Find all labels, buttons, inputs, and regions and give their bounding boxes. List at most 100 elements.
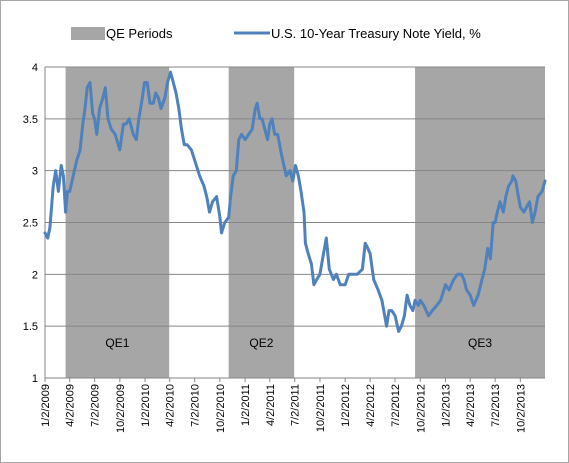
series-point	[251, 128, 254, 131]
series-point	[273, 133, 276, 136]
series-point	[220, 231, 223, 235]
series-point	[81, 122, 85, 126]
series-point	[419, 299, 422, 302]
series-point	[205, 195, 208, 198]
y-tick-label-4: 4	[32, 62, 38, 74]
series-point	[75, 159, 78, 162]
series-point	[498, 200, 502, 203]
x-tick-label-7-2-2009: 7/2/2009	[90, 384, 102, 427]
series-point	[536, 195, 540, 198]
series-point	[46, 236, 49, 240]
series-point	[380, 299, 384, 302]
series-point	[427, 314, 430, 317]
series-point	[88, 81, 92, 84]
series-point	[180, 128, 183, 131]
series-point	[247, 133, 250, 136]
series-point	[229, 195, 232, 198]
series-point	[439, 299, 442, 302]
series-point	[143, 81, 146, 84]
series-point	[232, 174, 235, 178]
y-tick-label-1-5: 1.5	[23, 321, 38, 333]
series-point	[387, 309, 391, 312]
series-point	[186, 143, 189, 146]
series-point	[318, 273, 322, 276]
series-point	[322, 252, 325, 255]
series-point	[496, 210, 499, 214]
x-tick-label-7-2-2011: 7/2/2011	[290, 384, 302, 426]
series-point	[235, 169, 238, 172]
series-point	[462, 278, 466, 281]
series-point	[368, 252, 372, 255]
series-point	[403, 314, 406, 317]
series-point	[64, 210, 67, 214]
x-tick-label-4-2-2010: 4/2/2010	[165, 384, 177, 427]
series-point	[68, 190, 71, 193]
series-point	[48, 226, 52, 229]
x-tick-label-10-2-2013: 10/2/2013	[515, 384, 527, 433]
series-point	[376, 288, 380, 292]
series-point	[493, 221, 497, 224]
series-point	[476, 293, 480, 297]
series-point	[489, 257, 492, 260]
series-point	[148, 102, 152, 105]
y-tick-label-1: 1	[32, 373, 38, 385]
qe-label-qe2: QE2	[249, 336, 273, 350]
y-tick-label-3: 3	[32, 166, 38, 178]
series-point	[491, 221, 495, 224]
series-point	[72, 174, 75, 178]
series-point	[66, 190, 69, 193]
x-tick-label-4-2-2009: 4/2/2009	[65, 384, 77, 427]
series-point	[411, 309, 415, 312]
x-tick-label-1-2-2010: 1/2/2010	[140, 384, 152, 427]
series-point	[106, 117, 110, 121]
series-point	[258, 117, 262, 121]
series-point	[468, 293, 472, 297]
series-point	[525, 205, 528, 209]
series-point	[366, 247, 370, 250]
series-point	[347, 273, 350, 276]
series-point	[285, 174, 288, 178]
series-point	[260, 117, 264, 121]
series-point	[98, 107, 101, 110]
series-point	[101, 96, 105, 100]
series-point	[356, 273, 359, 276]
series-point	[198, 174, 201, 178]
series-point	[78, 148, 82, 152]
series-point	[480, 278, 484, 281]
series-point	[124, 122, 128, 126]
series-point	[456, 273, 459, 276]
series-point	[393, 314, 397, 317]
legend-label-yield: U.S. 10-Year Treasury Note Yield, %	[271, 26, 481, 41]
series-point	[507, 185, 510, 188]
series-point	[237, 138, 241, 141]
series-point	[310, 262, 313, 266]
series-point	[183, 143, 186, 146]
series-point	[361, 267, 364, 271]
series-point	[372, 278, 375, 281]
series-point	[190, 148, 193, 152]
series-point	[514, 179, 517, 183]
series-point	[288, 169, 292, 172]
series-point	[405, 293, 409, 297]
series-point	[157, 96, 160, 100]
series-point	[146, 81, 149, 84]
series-point	[243, 138, 247, 141]
x-tick-label-4-2-2011: 4/2/2011	[265, 384, 277, 426]
series-point	[431, 309, 434, 312]
series-point	[363, 242, 367, 245]
series-point	[533, 210, 537, 214]
series-point	[113, 133, 117, 136]
legend-label-qe-periods: QE Periods	[106, 26, 173, 41]
series-point	[159, 107, 163, 110]
series-point	[510, 179, 514, 183]
series-point	[122, 122, 125, 126]
series-point	[408, 304, 412, 307]
series-point	[86, 86, 89, 89]
series-point	[169, 70, 172, 74]
series-point	[328, 267, 331, 271]
x-tick-label-4-2-2013: 4/2/2013	[465, 384, 477, 427]
series-point	[543, 179, 547, 183]
series-point	[483, 267, 486, 271]
series-point	[132, 133, 135, 136]
series-point	[312, 283, 316, 286]
